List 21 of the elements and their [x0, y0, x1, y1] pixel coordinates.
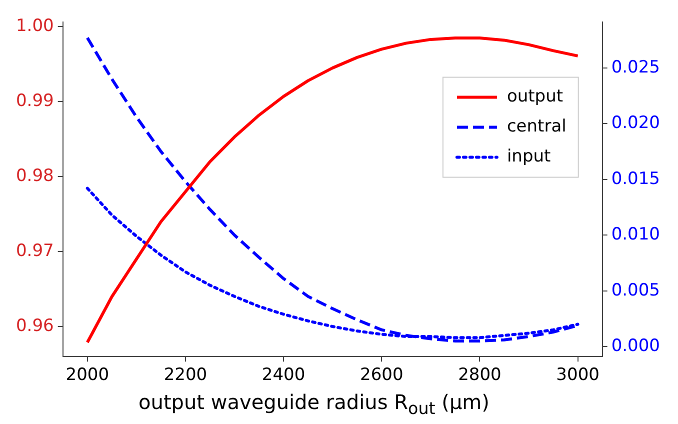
- y2-tick-label: 0.000: [611, 336, 660, 356]
- y2-tick-label: 0.015: [611, 168, 660, 189]
- x-tick-label: 2200: [164, 365, 208, 386]
- x-tick-label: 2800: [458, 365, 502, 386]
- y-tick-label: 0.96: [16, 316, 54, 336]
- x-tick-label: 2600: [360, 365, 404, 386]
- x-tick-label: 2400: [262, 365, 306, 386]
- legend-label: output: [506, 86, 564, 107]
- y2-tick-label: 0.010: [611, 224, 660, 245]
- x-tick-label: 2000: [66, 365, 110, 386]
- x-tick-label: 3000: [556, 365, 600, 386]
- y2-tick-label: 0.025: [611, 57, 660, 78]
- y-tick-label: 0.97: [16, 241, 54, 262]
- y2-tick-label: 0.005: [611, 280, 660, 300]
- y-tick-label: 0.99: [16, 91, 54, 112]
- y-tick-label: 1.00: [16, 16, 54, 36]
- x-axis-title: output waveguide radius R$_{out}$ (μm): [138, 390, 490, 418]
- legend-label: input: [506, 146, 552, 167]
- legend-label: central: [506, 116, 566, 137]
- y-tick-label: 0.98: [16, 166, 54, 186]
- y2-tick-label: 0.020: [611, 113, 660, 134]
